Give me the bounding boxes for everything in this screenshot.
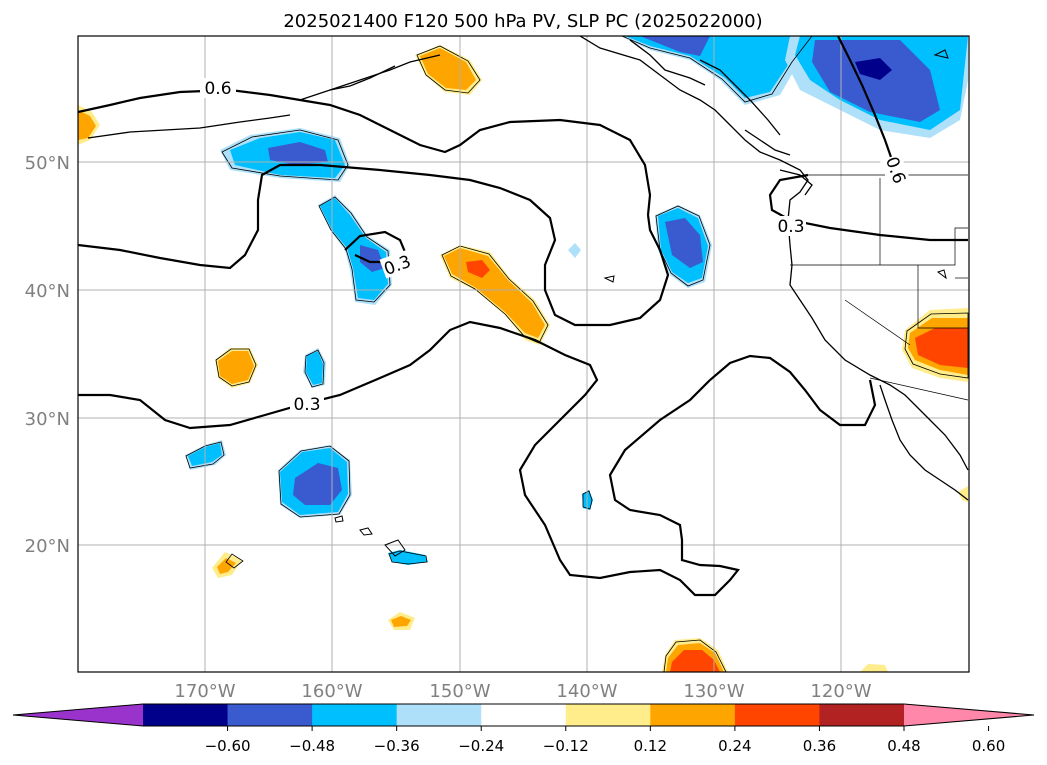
pv-blob-40n-146w xyxy=(440,245,550,345)
colorbar-segment xyxy=(819,704,905,726)
lat-label: 30°N xyxy=(25,409,70,430)
contour-labels: 0.6 0.3 0.3 0.6 0.3 xyxy=(200,78,911,415)
latitude-labels: 50°N 40°N 30°N 20°N xyxy=(25,153,70,557)
state-borders xyxy=(790,174,969,401)
pv-blob-34n-169w xyxy=(215,348,258,388)
contour-label: 0.3 xyxy=(293,395,320,415)
pv-blob-43n-135w xyxy=(655,205,712,288)
slp-contours xyxy=(78,36,968,597)
contour-0.6-west xyxy=(78,88,652,216)
map-panel: 0.6 0.3 0.3 0.6 0.3 xyxy=(78,36,969,672)
pv-blob-10n-118w xyxy=(860,664,888,672)
pv-blob-west-edge xyxy=(78,105,100,145)
contour-0.3-south xyxy=(78,320,877,597)
colorbar-tick-label: 0.36 xyxy=(803,737,836,755)
pv-blob-12n-132w xyxy=(662,638,728,672)
pv-blob-42n-157w xyxy=(318,195,392,305)
colorbar-tick-label: −0.60 xyxy=(205,737,251,755)
colorbar-tick-label: −0.48 xyxy=(289,737,335,755)
contour-label: 0.3 xyxy=(777,217,804,237)
lon-label: 130°W xyxy=(683,681,744,702)
pv-blob-36n-coast xyxy=(902,308,968,382)
colorbar-tick-label: −0.12 xyxy=(543,737,589,755)
colorbar-under-arrow xyxy=(13,704,143,726)
pv-blob-14n-154w xyxy=(388,612,415,630)
colorbar-ticks: −0.60 −0.48 −0.36 −0.24 −0.12 0.12 0.24 0.36 0.4… xyxy=(205,726,1005,755)
colorbar-segment xyxy=(227,704,313,726)
colorbar-over-arrow xyxy=(904,704,1034,726)
pv-blob-18n-168w xyxy=(212,552,242,578)
colorbar-tick-label: 0.12 xyxy=(634,737,667,755)
colorbar-outline xyxy=(12,703,1035,727)
colorbar-tick-label: 0.60 xyxy=(972,737,1005,755)
lon-label: 120°W xyxy=(810,681,871,702)
lat-label: 40°N xyxy=(25,281,70,302)
colorbar-segment xyxy=(143,704,229,726)
pv-blob-25n-160w xyxy=(278,445,352,518)
colorbar-segment xyxy=(312,704,398,726)
colorbar-segment xyxy=(396,704,482,726)
pv-blob-43n-141w xyxy=(568,243,581,258)
lon-label: 140°W xyxy=(556,681,617,702)
map-frame xyxy=(77,35,970,673)
graticule xyxy=(78,36,969,672)
pv-outline-contours xyxy=(185,36,969,672)
pv-blob-34n-161w xyxy=(303,348,326,388)
colorbar-segment xyxy=(650,704,736,726)
lat-label: 20°N xyxy=(25,536,70,557)
longitude-labels: 170°W 160°W 150°W 140°W 130°W 120°W xyxy=(174,681,871,702)
pv-blob-northeast xyxy=(785,36,968,138)
islands xyxy=(334,49,949,557)
contour-label: 0.6 xyxy=(204,79,231,99)
pv-blob-50n-165w xyxy=(220,128,350,182)
colorbar-tick-label: −0.24 xyxy=(458,737,504,755)
pv-negative-anomalies xyxy=(185,36,968,565)
lon-label: 150°W xyxy=(429,681,490,702)
colorbar-tick-label: −0.36 xyxy=(374,737,420,755)
colorbar-tick-label: 0.48 xyxy=(887,737,920,755)
lon-label: 170°W xyxy=(174,681,235,702)
lat-label: 50°N xyxy=(25,153,70,174)
colorbar-segments xyxy=(143,704,905,726)
colorbar-segment xyxy=(734,704,820,726)
contour-0.3-central xyxy=(78,163,670,327)
colorbar: −0.60 −0.48 −0.36 −0.24 −0.12 0.12 0.24 0.36 0.4… xyxy=(12,703,1035,755)
lon-label: 160°W xyxy=(301,681,362,702)
contour-0.3-loop xyxy=(344,230,407,264)
colorbar-tick-label: 0.24 xyxy=(718,737,751,755)
colorbar-segment xyxy=(481,704,567,726)
colorbar-segment xyxy=(565,704,651,726)
map-title: 2025021400 F120 500 hPa PV, SLP PC (2025… xyxy=(283,11,762,32)
